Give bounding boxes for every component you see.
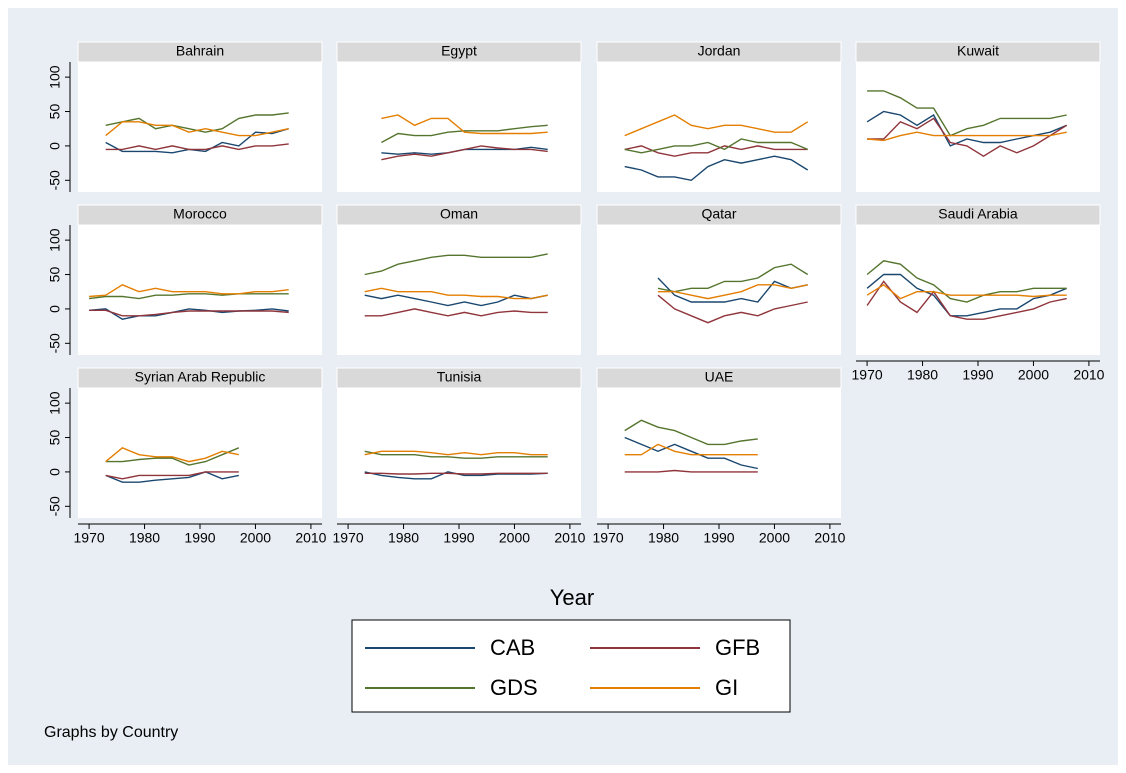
series-line — [624, 419, 758, 446]
panel-title: Tunisia — [437, 369, 482, 385]
plot-area — [337, 225, 581, 355]
panel-title: Saudi Arabia — [938, 206, 1018, 222]
series-line — [657, 263, 809, 293]
y-tick-label: 50 — [47, 104, 63, 120]
series-line — [867, 131, 1067, 142]
series-line — [105, 143, 289, 151]
series-line — [381, 124, 548, 144]
series-line — [364, 253, 548, 276]
series-line — [657, 277, 808, 303]
y-tick-label: 100 — [47, 391, 63, 415]
x-tick-label: 2000 — [759, 530, 790, 546]
series-line — [105, 128, 289, 154]
series-line — [364, 450, 548, 456]
series-line — [624, 138, 808, 154]
note: Graphs by Country — [44, 724, 178, 741]
x-tick-label: 1970 — [852, 367, 883, 383]
series-line — [867, 90, 1067, 137]
y-tick-label: -50 — [47, 170, 63, 190]
plot-area — [856, 225, 1100, 355]
series-line — [364, 472, 548, 475]
y-tick-label: 0 — [47, 142, 63, 150]
series-line — [364, 294, 548, 307]
legend-box — [351, 619, 791, 713]
series-line — [105, 471, 239, 480]
series-line — [658, 284, 808, 300]
series-line — [381, 145, 548, 161]
y-tick-label: 50 — [47, 430, 63, 446]
series-line — [364, 450, 548, 459]
x-tick-label: 1990 — [962, 367, 993, 383]
series-line — [624, 155, 809, 182]
series-line — [624, 469, 758, 473]
series-line — [89, 293, 289, 300]
x-tick-label: 1990 — [184, 530, 215, 546]
y-tick-label: 100 — [47, 65, 63, 89]
y-tick-label: 100 — [47, 228, 63, 252]
series-line — [866, 280, 1067, 320]
y-tick-label: -50 — [47, 333, 63, 353]
x-tick-label: 2010 — [1073, 367, 1104, 383]
y-tick-label: -50 — [47, 496, 63, 516]
series-line — [624, 436, 758, 470]
plot-area — [597, 225, 841, 355]
legend-label: GI — [715, 675, 738, 700]
panel-title: Syrian Arab Republic — [135, 369, 266, 385]
panel-title: Oman — [440, 206, 478, 222]
x-tick-label: 2010 — [295, 530, 326, 546]
series-line — [867, 117, 1068, 158]
x-tick-label: 1970 — [593, 530, 624, 546]
series-line — [364, 308, 548, 317]
x-tick-label: 2000 — [240, 530, 271, 546]
series-line — [89, 309, 289, 317]
y-tick-label: 0 — [47, 305, 63, 313]
plot-area — [597, 388, 841, 518]
x-tick-label: 1970 — [74, 530, 105, 546]
x-tick-label: 1980 — [648, 530, 679, 546]
legend-label: GFB — [715, 635, 760, 660]
x-tick-label: 1970 — [333, 530, 364, 546]
panel-title: Egypt — [441, 43, 477, 59]
x-tick-label: 1980 — [129, 530, 160, 546]
series-line — [105, 446, 239, 463]
x-tick-label: 2000 — [1018, 367, 1049, 383]
series-line — [89, 284, 289, 298]
series-line — [364, 287, 548, 300]
series-line — [624, 145, 808, 157]
panel-title: UAE — [705, 369, 734, 385]
x-tick-label: 2010 — [554, 530, 585, 546]
series-line — [105, 471, 239, 483]
series-line — [381, 114, 548, 135]
series-line — [105, 121, 289, 137]
panel-title: Jordan — [698, 43, 741, 59]
legend-label: GDS — [490, 675, 538, 700]
series-line — [866, 273, 1067, 317]
y-tick-label: 50 — [47, 267, 63, 283]
x-tick-label: 1990 — [703, 530, 734, 546]
y-tick-label: 0 — [47, 468, 63, 476]
panel-title: Qatar — [701, 206, 736, 222]
legend-label: CAB — [490, 635, 535, 660]
x-tick-label: 1990 — [443, 530, 474, 546]
panel-title: Morocco — [173, 206, 227, 222]
x-tick-label: 1980 — [907, 367, 938, 383]
panel-title: Bahrain — [176, 43, 224, 59]
series-line — [624, 443, 758, 456]
x-tick-label: 1980 — [388, 530, 419, 546]
series-line — [105, 447, 240, 466]
series-line — [866, 283, 1067, 300]
panel-title: Kuwait — [957, 43, 999, 59]
x-tick-label: 2000 — [499, 530, 530, 546]
plot-area — [78, 388, 322, 518]
plot-area — [78, 62, 322, 192]
series-line — [624, 114, 809, 137]
series-line — [657, 294, 808, 324]
series-line — [866, 260, 1067, 303]
x-axis-title: Year — [550, 585, 594, 610]
x-tick-label: 2010 — [814, 530, 845, 546]
